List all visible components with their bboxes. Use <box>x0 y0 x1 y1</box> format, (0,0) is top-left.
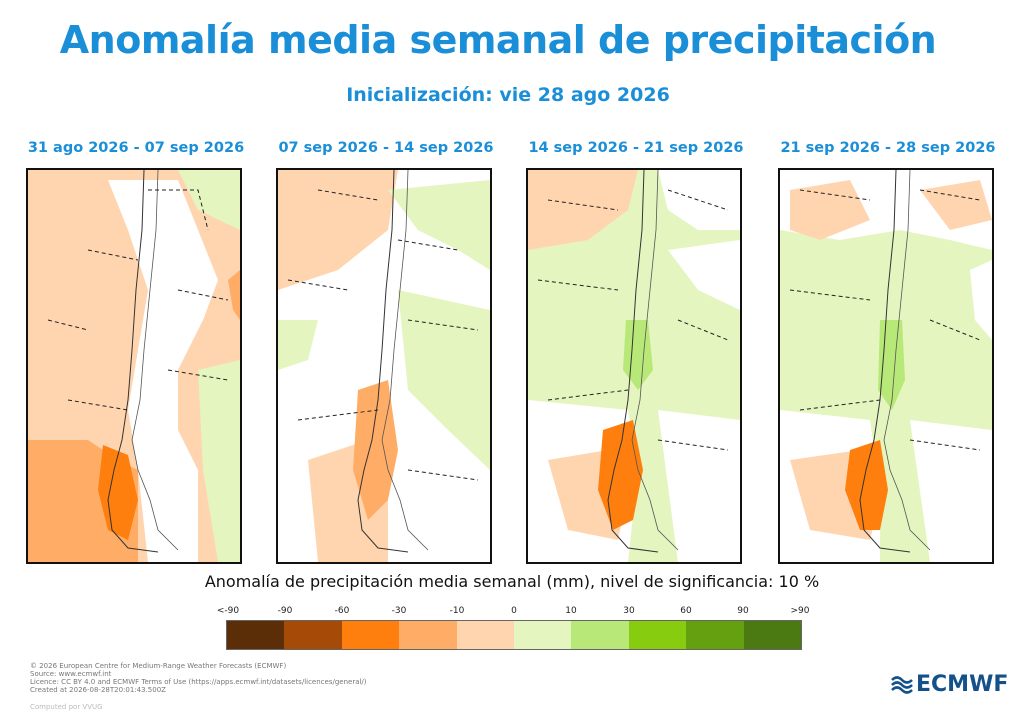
border-line <box>131 170 179 551</box>
dry-region <box>278 170 398 290</box>
border-line <box>883 170 931 551</box>
colorbar-swatch <box>743 621 801 649</box>
map-panel-week-2: 07 sep 2026 - 14 sep 2026 <box>276 140 496 564</box>
colorbar-swatch <box>571 621 629 649</box>
colorbar-label: -10 <box>449 606 465 616</box>
very-dry-region <box>598 420 643 530</box>
neutral-region <box>910 420 992 562</box>
very-dry-region <box>98 445 138 540</box>
colorbar-swatch <box>399 621 457 649</box>
dry-region <box>528 170 638 250</box>
very-dry-region <box>845 440 888 530</box>
colorbar-swatch <box>628 621 687 649</box>
anomaly-map <box>26 168 242 564</box>
colorbar-swatch <box>456 621 514 649</box>
dry-region <box>228 270 240 320</box>
map-panel-week-4: 21 sep 2026 - 28 sep 2026 <box>778 140 998 564</box>
colorbar-label: -60 <box>334 606 350 616</box>
anomaly-map <box>526 168 742 564</box>
footer-line: Source: www.ecmwf.int <box>30 670 112 678</box>
colorbar-swatch <box>686 621 744 649</box>
coastline <box>607 170 659 553</box>
footer-line: © 2026 European Centre for Medium-Range … <box>30 662 287 670</box>
colorbar-label: 0 <box>511 606 517 616</box>
footer-credits: © 2026 European Centre for Medium-Range … <box>30 662 367 694</box>
anomaly-map <box>778 168 994 564</box>
colorbar-swatch <box>227 621 285 649</box>
wet-region <box>278 320 318 370</box>
dry-region <box>920 180 992 230</box>
colorbar-label: -90 <box>277 606 293 616</box>
neutral-region <box>668 240 740 310</box>
colorbar-label: <-90 <box>216 606 240 616</box>
anomaly-map <box>276 168 492 564</box>
panel-title: 07 sep 2026 - 14 sep 2026 <box>278 140 494 156</box>
wet-region <box>388 180 490 270</box>
wet-region <box>398 290 490 470</box>
colorbar-label: 30 <box>623 606 635 616</box>
wet-region <box>198 360 240 562</box>
colorbar-labels: <-90 -90 -60 -30 -10 0 10 30 60 90 >90 <box>0 606 1024 620</box>
neutral-region <box>658 170 740 230</box>
neutral-region <box>970 260 992 340</box>
panel-title: 31 ago 2026 - 07 sep 2026 <box>27 140 245 156</box>
footer-line: Created at 2026-08-28T20:01:43.500Z <box>30 686 166 694</box>
coastline <box>107 170 159 553</box>
footer-line: Licence: CC BY 4.0 and ECMWF Terms of Us… <box>30 678 367 686</box>
significance-contour <box>537 189 729 451</box>
panel-title: 21 sep 2026 - 28 sep 2026 <box>780 140 996 156</box>
border-line <box>631 170 679 551</box>
colorbar-swatch <box>284 621 342 649</box>
panel-title: 14 sep 2026 - 21 sep 2026 <box>528 140 744 156</box>
colorbar-label: 10 <box>565 606 577 616</box>
ecmwf-logo: ECMWF <box>890 672 1008 697</box>
colorbar-swatch <box>513 621 572 649</box>
colorbar-label: 90 <box>737 606 749 616</box>
coastline <box>357 170 409 553</box>
border-line <box>381 170 429 551</box>
wet-region <box>178 170 240 230</box>
colorbar-title: Anomalía de precipitación media semanal … <box>204 572 820 591</box>
ecmwf-logo-icon <box>891 675 913 694</box>
significance-contour <box>287 189 479 481</box>
ecmwf-logo-text: ECMWF <box>916 672 1009 697</box>
dry-region <box>790 180 870 240</box>
map-panel-week-1: 31 ago 2026 - 07 sep 2026 <box>26 140 246 564</box>
colorbar <box>226 620 802 650</box>
colorbar-label: -30 <box>391 606 407 616</box>
coastline <box>859 170 911 553</box>
significance-contour <box>47 189 229 411</box>
computed-by: Computed por VVUG <box>30 703 103 711</box>
map-panel-week-3: 14 sep 2026 - 21 sep 2026 <box>526 140 746 564</box>
initialization-date: Inicialización: vie 28 ago 2026 <box>346 84 670 106</box>
page-title: Anomalía media semanal de precipitación <box>59 18 937 62</box>
significance-contour <box>789 189 981 451</box>
colorbar-label: 60 <box>680 606 692 616</box>
colorbar-label: >90 <box>790 606 810 616</box>
neutral-region <box>108 180 218 562</box>
neutral-region <box>658 410 740 562</box>
colorbar-swatch <box>341 621 400 649</box>
